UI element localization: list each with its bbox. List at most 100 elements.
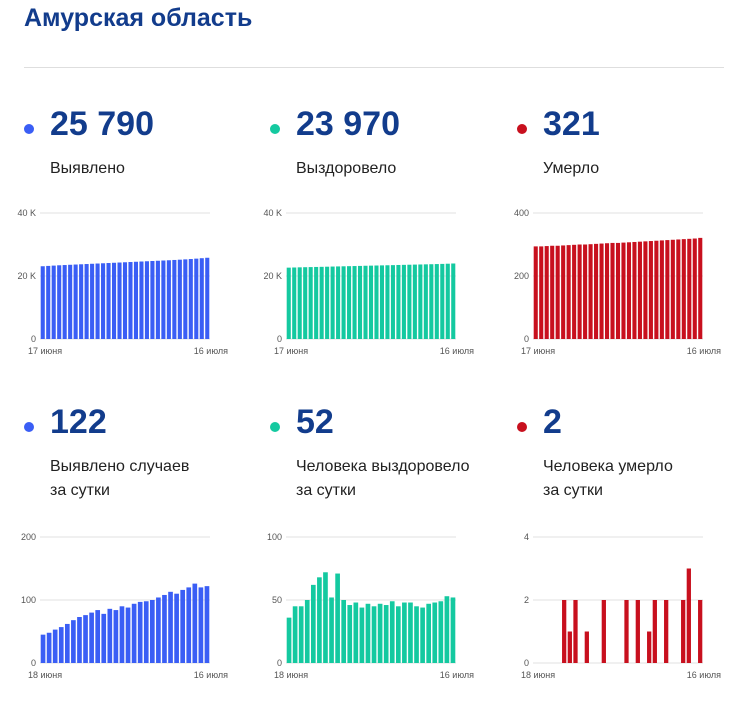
x-end-label: 16 июля bbox=[440, 346, 474, 356]
bar bbox=[143, 601, 149, 663]
bar bbox=[698, 237, 703, 339]
red-dot-icon bbox=[517, 124, 527, 134]
bar bbox=[359, 607, 365, 663]
stat-label-line: Выявлено случаев bbox=[50, 458, 190, 475]
bar bbox=[330, 266, 335, 339]
bar bbox=[297, 267, 302, 339]
bar bbox=[177, 259, 182, 339]
bar bbox=[205, 257, 210, 339]
bar bbox=[408, 602, 413, 663]
bar bbox=[286, 267, 291, 339]
panel-recovered-daily: 52 Человека выздоровело за сутки 0 50 100 1… bbox=[267, 403, 500, 693]
bar bbox=[323, 572, 328, 663]
y-tick-label: 0 bbox=[524, 658, 529, 668]
bar bbox=[183, 259, 188, 339]
y-tick-label: 0 bbox=[524, 334, 529, 344]
stat-label-line: Выявлено bbox=[50, 160, 125, 177]
bar bbox=[555, 245, 560, 339]
y-tick-label: 50 bbox=[272, 595, 282, 605]
bar bbox=[363, 265, 368, 339]
bar bbox=[156, 597, 161, 663]
chart-recovered-daily: 0 50 100 18 июня 16 июля bbox=[267, 532, 474, 680]
chart-recovered: 0 20 K 40 K 17 июня 16 июля bbox=[263, 208, 474, 356]
bar bbox=[698, 600, 703, 663]
bar bbox=[188, 259, 193, 339]
stat-label-line: Умерло bbox=[543, 160, 600, 177]
bar bbox=[654, 240, 659, 339]
bar bbox=[681, 600, 686, 663]
bar bbox=[357, 265, 363, 339]
page-title: Амурская область bbox=[24, 4, 253, 32]
bar bbox=[46, 265, 51, 339]
bar bbox=[101, 613, 107, 663]
y-tick-label: 100 bbox=[267, 532, 282, 542]
bar bbox=[292, 267, 297, 339]
bar bbox=[325, 266, 330, 339]
bar bbox=[40, 266, 45, 339]
bar bbox=[95, 263, 100, 339]
stat-label: Человека выздоровело за сутки bbox=[296, 455, 469, 503]
bar bbox=[341, 600, 347, 663]
stat-label-line: Человека умерло bbox=[543, 458, 673, 475]
bar bbox=[670, 239, 675, 339]
panel-died-daily: 2 Человека умерло за сутки 0 2 4 18 июня 16 … bbox=[517, 403, 739, 693]
bar bbox=[68, 264, 73, 339]
bar bbox=[166, 260, 171, 339]
bar bbox=[610, 242, 615, 339]
x-start-label: 18 июня bbox=[521, 670, 555, 680]
bar bbox=[665, 240, 670, 339]
bar bbox=[308, 267, 313, 339]
bar bbox=[336, 266, 341, 339]
bar bbox=[198, 587, 204, 663]
bar bbox=[341, 266, 346, 339]
bar bbox=[101, 263, 106, 339]
bar bbox=[385, 265, 390, 339]
bar bbox=[73, 264, 78, 339]
x-end-label: 16 июля bbox=[440, 670, 474, 680]
bar bbox=[687, 238, 692, 339]
bar bbox=[624, 600, 629, 663]
x-start-label: 17 июня bbox=[274, 346, 308, 356]
bar bbox=[562, 600, 567, 663]
bar bbox=[122, 262, 128, 339]
stat-label-line: Человека выздоровело bbox=[296, 458, 470, 475]
chart-died-daily: 0 2 4 18 июня 16 июля bbox=[521, 532, 721, 680]
blue-dot-icon bbox=[24, 422, 34, 432]
bar bbox=[567, 631, 572, 663]
bar bbox=[652, 600, 657, 663]
bar bbox=[347, 266, 352, 339]
x-end-label: 16 июля bbox=[687, 670, 721, 680]
bar bbox=[199, 258, 204, 339]
bar bbox=[192, 583, 198, 663]
bar bbox=[335, 573, 340, 663]
bar bbox=[89, 612, 94, 663]
bar bbox=[621, 242, 626, 339]
bar bbox=[144, 261, 149, 339]
bar bbox=[681, 239, 686, 339]
bar bbox=[647, 631, 652, 663]
bar bbox=[395, 606, 401, 663]
bar bbox=[686, 568, 691, 663]
bar bbox=[438, 601, 444, 663]
bar bbox=[379, 265, 385, 339]
bar bbox=[396, 264, 401, 339]
bar bbox=[599, 243, 604, 339]
bar bbox=[423, 264, 428, 339]
y-tick-label: 20 K bbox=[17, 271, 36, 281]
y-tick-label: 40 K bbox=[263, 208, 282, 218]
bar bbox=[383, 605, 389, 663]
bar bbox=[125, 607, 131, 663]
bar bbox=[298, 606, 304, 663]
stat-label: Выявлено bbox=[50, 157, 125, 181]
green-dot-icon bbox=[270, 124, 280, 134]
stat-label-line: за сутки bbox=[50, 482, 110, 499]
bar bbox=[583, 244, 588, 339]
bar bbox=[180, 589, 186, 663]
x-start-label: 17 июня bbox=[28, 346, 62, 356]
x-end-label: 16 июля bbox=[687, 346, 721, 356]
bar bbox=[420, 607, 425, 663]
bar bbox=[444, 596, 450, 663]
y-tick-label: 2 bbox=[524, 595, 529, 605]
stat-value: 321 bbox=[543, 105, 600, 143]
blue-dot-icon bbox=[24, 124, 34, 134]
